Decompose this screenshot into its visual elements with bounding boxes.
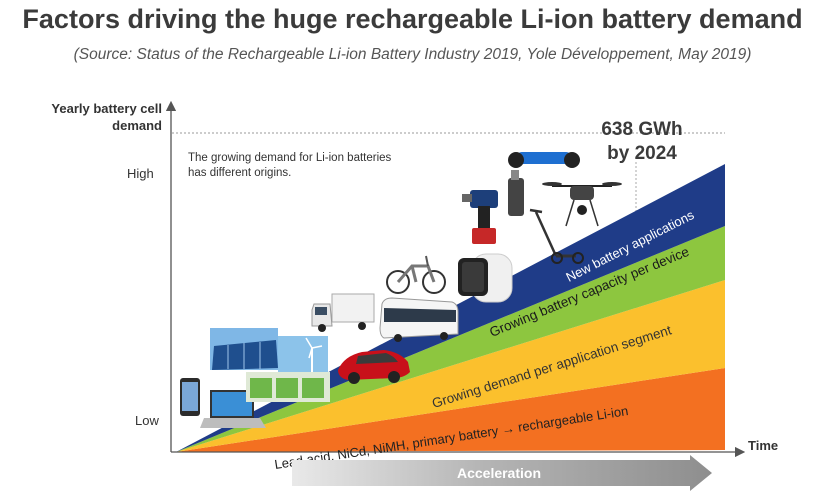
origin-note-line1: The growing demand for Li-ion batteries xyxy=(188,152,392,164)
x-axis-time-label: Time xyxy=(748,438,779,453)
y-axis-low-label: Low xyxy=(135,413,159,428)
y-axis-label-line2: demand xyxy=(112,118,162,133)
acceleration-label: Acceleration xyxy=(456,465,542,481)
drone-icon xyxy=(542,182,622,227)
e-bike-icon xyxy=(386,255,446,294)
gwh-callout-year: by 2024 xyxy=(607,143,677,164)
acceleration-arrow xyxy=(292,455,712,491)
bus-icon xyxy=(379,297,459,342)
y-axis-label-line1: Yearly battery cell xyxy=(51,101,162,116)
gwh-callout: 638 GWh by 2024 xyxy=(572,118,712,166)
electric-car-icon xyxy=(338,350,410,384)
smartphone-icon xyxy=(180,378,200,416)
source-subtitle: (Source: Status of the Rechargeable Li-i… xyxy=(73,46,752,63)
page-title: Factors driving the huge rechargeable Li… xyxy=(22,4,803,34)
e-cigarette-icon xyxy=(508,170,524,216)
power-drill-icon xyxy=(462,190,498,244)
solar-panel-icon xyxy=(210,328,278,370)
energy-storage-icon xyxy=(246,372,330,402)
origin-note: The growing demand for Li-ion batteries … xyxy=(188,151,418,181)
gwh-callout-value: 638 GWh xyxy=(601,119,683,140)
hoverboard-icon xyxy=(508,152,580,168)
y-axis-high-label: High xyxy=(127,166,154,181)
truck-icon xyxy=(311,293,375,332)
smartwatch-icon xyxy=(458,253,513,303)
wind-turbine-icon xyxy=(278,336,328,372)
e-scooter-icon xyxy=(529,208,584,264)
origin-note-line2: has different origins. xyxy=(188,167,292,179)
